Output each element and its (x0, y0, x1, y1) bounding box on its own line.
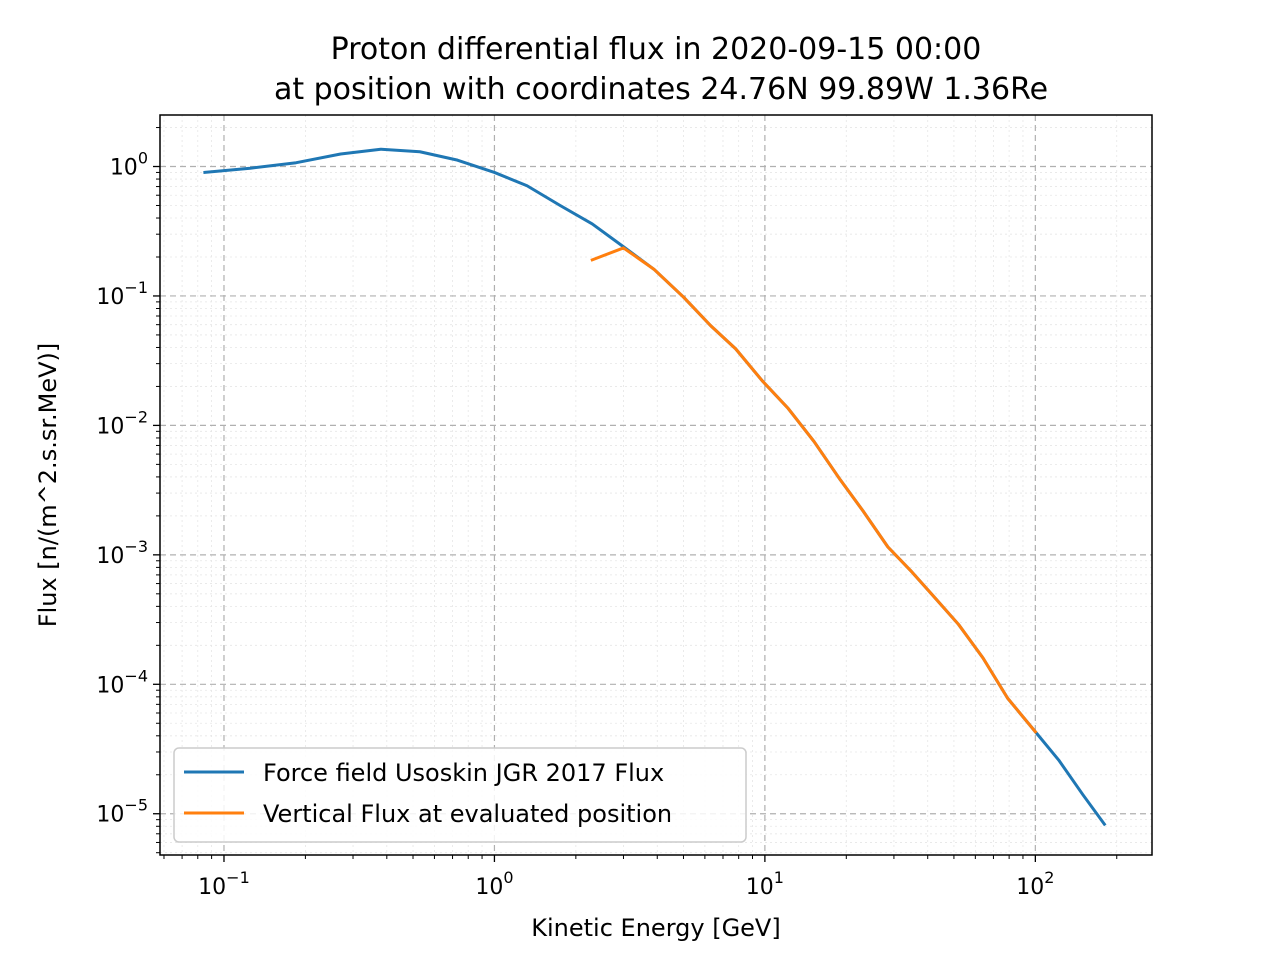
x-tick-label: 10−1 (198, 868, 250, 900)
y-tick-label: 10−2 (96, 407, 148, 439)
x-axis-ticks: 10−1 100 101 102 (163, 855, 1118, 900)
legend-box (173, 747, 747, 843)
y-tick-label: 10−5 (96, 796, 148, 828)
y-tick-label: 10−4 (96, 666, 148, 698)
y-tick-label: 10−3 (96, 537, 148, 569)
x-tick-label: 100 (475, 868, 513, 900)
x-tick-label: 101 (746, 868, 784, 900)
legend: Force field Usoskin JGR 2017 Flux Vertic… (173, 747, 747, 843)
legend-label-vertical-flux: Vertical Flux at evaluated position (263, 800, 672, 828)
x-axis-label: Kinetic Energy [GeV] (531, 914, 780, 942)
x-tick-label: 102 (1016, 868, 1054, 900)
y-axis-label: Flux [n/(m^2.s.sr.MeV)] (34, 343, 62, 627)
series-line-vertical-flux (590, 246, 1038, 734)
y-axis-ticks: 100 10−1 10−2 10−3 10−4 10−5 (96, 127, 160, 854)
chart-title-line-1: Proton differential flux in 2020-09-15 0… (331, 32, 982, 67)
legend-label-force-field: Force field Usoskin JGR 2017 Flux (263, 759, 664, 787)
chart-title-line-2: at position with coordinates 24.76N 99.8… (274, 72, 1048, 107)
y-tick-label: 10−1 (96, 278, 148, 310)
y-tick-label: 100 (110, 149, 148, 181)
axes-frame (159, 114, 1153, 856)
series-lines (203, 147, 1107, 827)
minor-grid (160, 115, 1152, 855)
